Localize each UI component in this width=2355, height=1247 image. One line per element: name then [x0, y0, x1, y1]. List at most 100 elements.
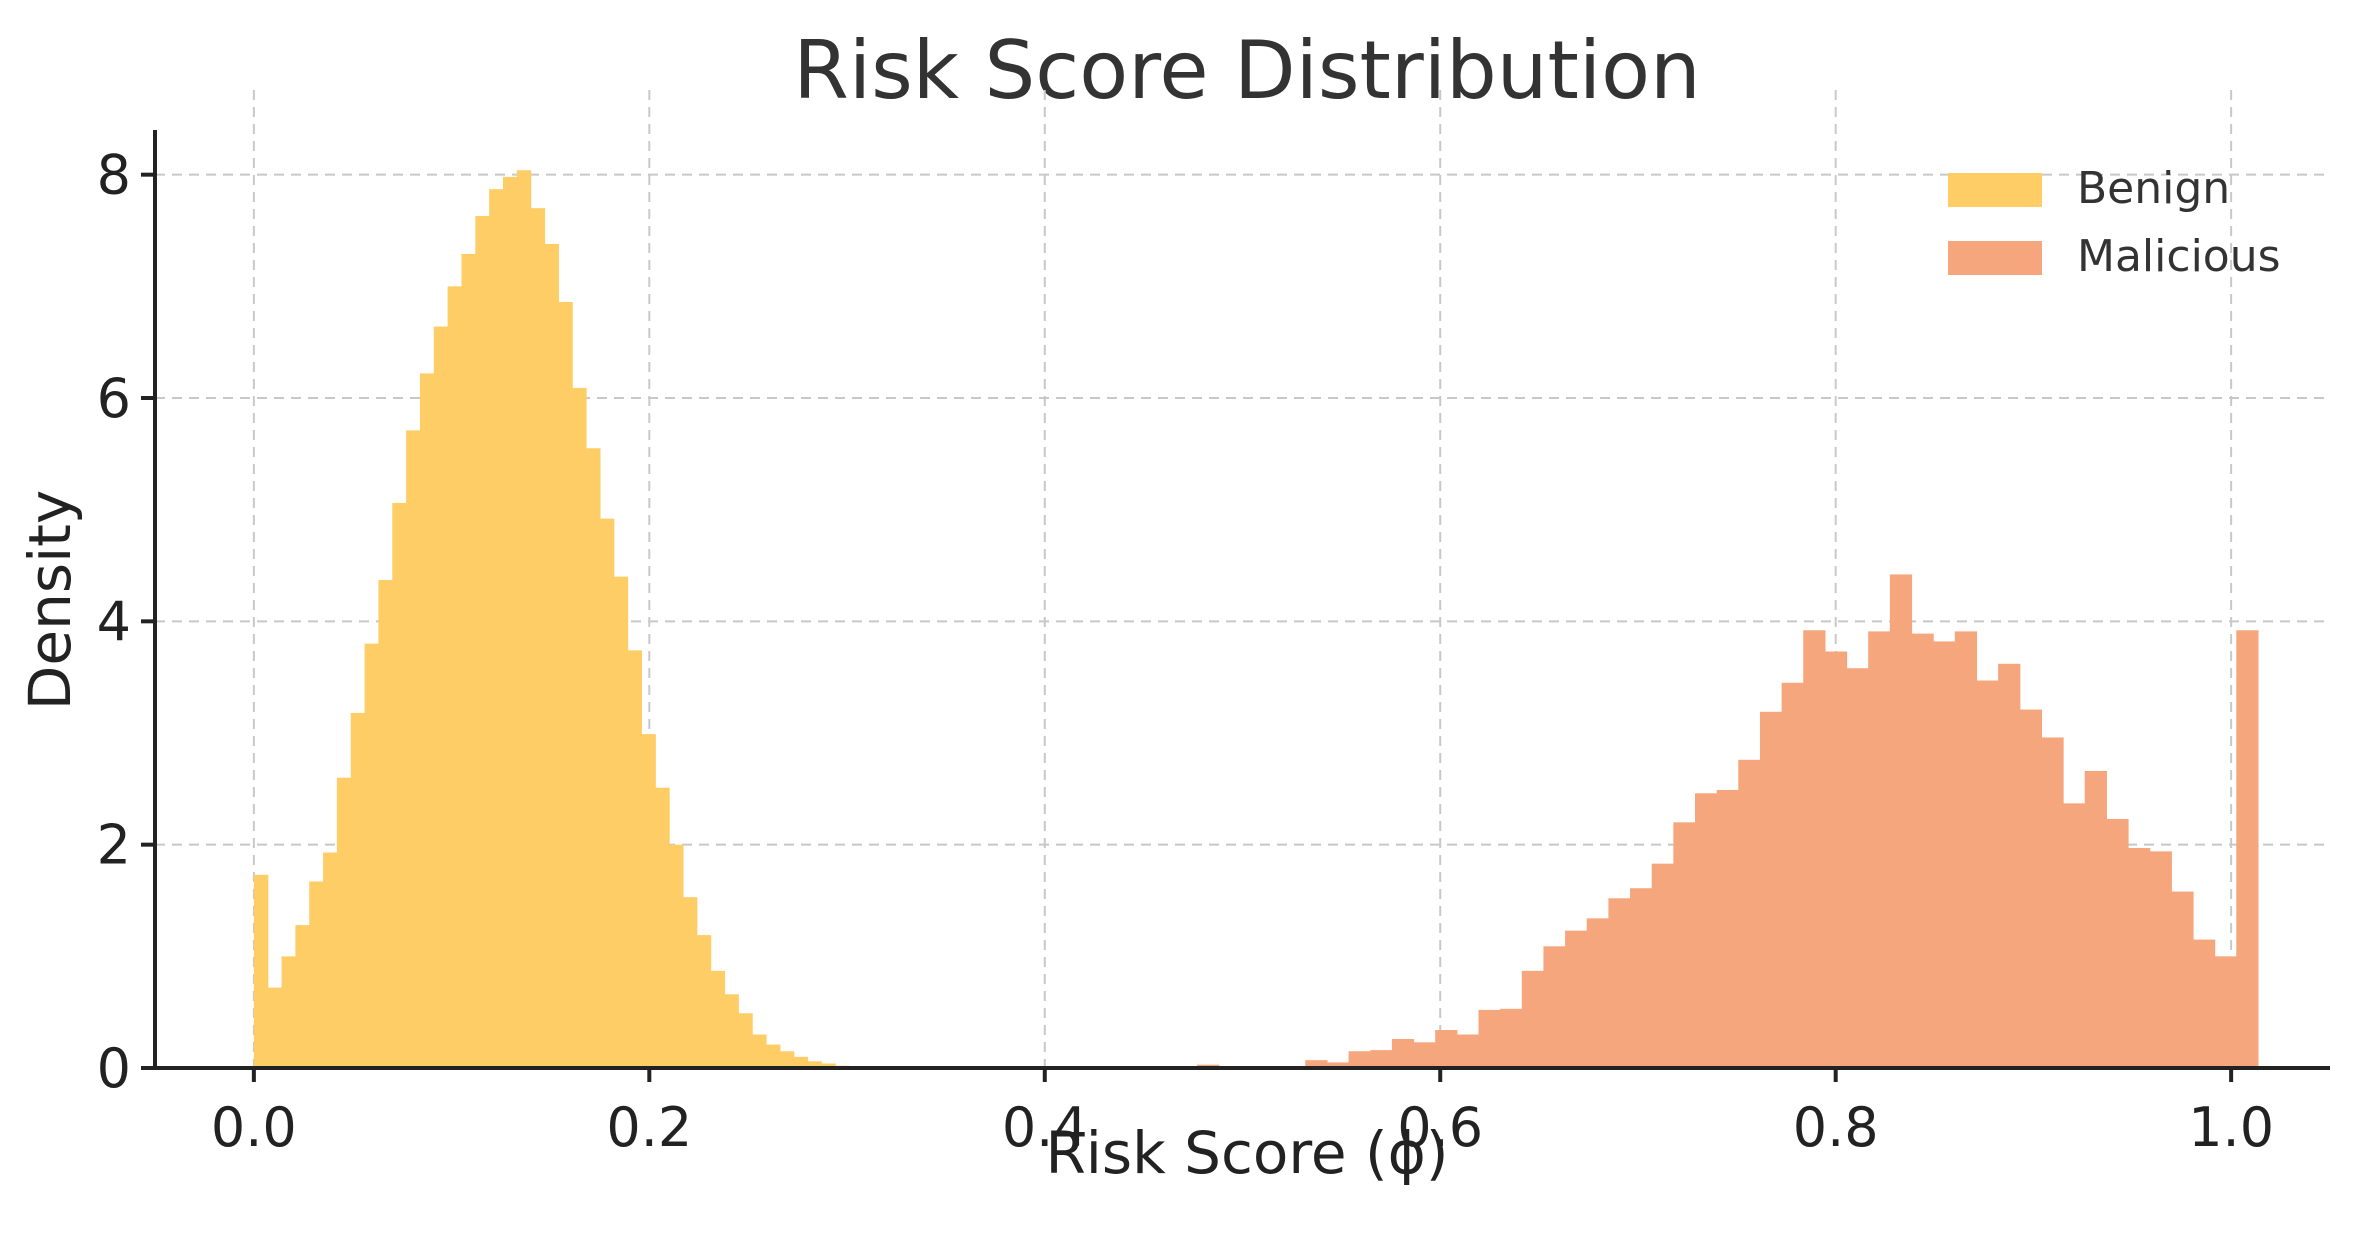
histogram-bar	[2063, 803, 2086, 1068]
histogram-bar	[627, 650, 643, 1068]
histogram-bar	[1391, 1038, 1415, 1068]
histogram-bar	[1586, 918, 1609, 1068]
histogram-bar	[2084, 770, 2107, 1068]
histogram-bar	[1694, 793, 1718, 1068]
histogram-bar	[1500, 1008, 1523, 1068]
histogram-bar	[1630, 888, 1653, 1068]
histogram-bar	[1998, 663, 2021, 1068]
legend: Benign Malicious	[1948, 163, 2281, 282]
histogram-bar	[2128, 848, 2151, 1068]
histogram-bar	[433, 326, 449, 1068]
histogram-bar	[336, 777, 352, 1068]
x-tick-label: 0.4	[1002, 1096, 1088, 1159]
histogram-bar	[572, 387, 587, 1068]
histogram-bar	[682, 897, 698, 1068]
x-tick-label: 0.2	[606, 1096, 692, 1159]
histogram-bar	[267, 987, 283, 1068]
histogram-bar	[1889, 574, 1913, 1068]
histogram-bar	[1326, 1062, 1350, 1068]
histogram-bar	[295, 925, 310, 1068]
histogram-bar	[1456, 1034, 1480, 1068]
axes-layer	[153, 130, 2330, 1070]
histogram-bar	[1305, 1060, 1328, 1068]
histogram-bar	[1370, 1050, 1393, 1068]
y-tick-label: 2	[97, 814, 131, 877]
histogram-bar	[2214, 956, 2237, 1068]
histogram-bar	[1933, 641, 1956, 1068]
histogram-bar	[419, 373, 435, 1068]
histogram-bar	[253, 874, 269, 1068]
histogram-bar	[2171, 891, 2194, 1068]
y-tick-label: 0	[97, 1037, 131, 1100]
histogram-bar	[2236, 630, 2259, 1068]
histogram-bar	[1651, 863, 1674, 1068]
histogram-bar	[1413, 1042, 1436, 1068]
histogram-bar	[1521, 970, 1545, 1068]
bars-layer	[253, 170, 2259, 1069]
histogram-bar	[2149, 851, 2172, 1068]
histogram-bar	[1759, 711, 1783, 1068]
y-tick-label: 4	[97, 590, 131, 653]
histogram-bar	[1348, 1051, 1371, 1068]
histogram-bar	[447, 286, 463, 1068]
histogram-bar	[1824, 651, 1848, 1068]
histogram-bar	[696, 935, 712, 1068]
x-tick-label: 0.8	[1793, 1096, 1879, 1159]
histogram-bar	[752, 1034, 767, 1068]
chart-title: Risk Score Distribution	[793, 24, 1700, 117]
histogram-bar	[558, 301, 573, 1068]
y-tick-label: 8	[97, 144, 131, 207]
legend-label-benign: Benign	[2077, 163, 2230, 214]
histogram-bar	[475, 215, 490, 1068]
histogram-bar	[516, 170, 532, 1068]
histogram-bar	[738, 1013, 753, 1068]
histogram-bar	[378, 580, 393, 1068]
histogram-bar	[1478, 1009, 1501, 1068]
legend-label-malicious: Malicious	[2077, 231, 2281, 282]
y-tick-label: 6	[97, 367, 131, 430]
histogram-bar	[2019, 709, 2043, 1068]
histogram-bar	[1435, 1030, 1458, 1068]
histogram-bar	[530, 208, 546, 1068]
histogram-bar	[779, 1051, 795, 1068]
histogram-bar	[392, 502, 407, 1068]
histogram-bar	[1803, 630, 1826, 1068]
histogram-bar	[406, 430, 421, 1069]
histogram-bar	[1868, 631, 1891, 1068]
histogram-bar	[586, 448, 601, 1068]
histogram-bar	[807, 1061, 822, 1068]
histogram-bar	[1738, 759, 1761, 1068]
histogram-bar	[613, 576, 629, 1068]
x-tick-label: 0.6	[1397, 1096, 1483, 1159]
histogram-bar	[350, 712, 366, 1068]
histogram-bar	[1543, 946, 1566, 1068]
histogram-bar	[1911, 633, 1934, 1068]
histogram-bar	[1716, 789, 1739, 1068]
histogram-bar	[1954, 631, 1978, 1068]
series-benign	[253, 170, 864, 1069]
histogram-bar	[655, 787, 670, 1068]
histogram-bar	[461, 253, 476, 1068]
histogram-bar	[1673, 822, 1696, 1068]
histogram-bar	[821, 1063, 836, 1068]
histogram-bar	[2041, 737, 2064, 1068]
ticks-layer: 0.0 0.2 0.4 0.6 0.8 1.0 0 2 4 6 8	[97, 144, 2274, 1159]
histogram-bar	[2192, 939, 2216, 1068]
histogram-bar	[489, 189, 504, 1068]
y-axis-label: Density	[16, 490, 84, 711]
histogram-bar	[323, 852, 338, 1068]
legend-swatch-benign	[1948, 173, 2042, 207]
histogram-bar	[1846, 668, 1869, 1068]
histogram-bar	[710, 970, 726, 1068]
histogram-bar	[1608, 898, 1631, 1068]
legend-swatch-malicious	[1948, 241, 2042, 275]
x-tick-label: 1.0	[2188, 1096, 2274, 1159]
histogram-bar	[364, 643, 380, 1068]
histogram-bar	[309, 881, 324, 1068]
histogram-bar	[641, 734, 656, 1068]
series-malicious	[1197, 574, 2259, 1068]
histogram-bar	[765, 1044, 781, 1068]
histogram-bar	[724, 994, 739, 1068]
x-tick-label: 0.0	[211, 1096, 297, 1159]
